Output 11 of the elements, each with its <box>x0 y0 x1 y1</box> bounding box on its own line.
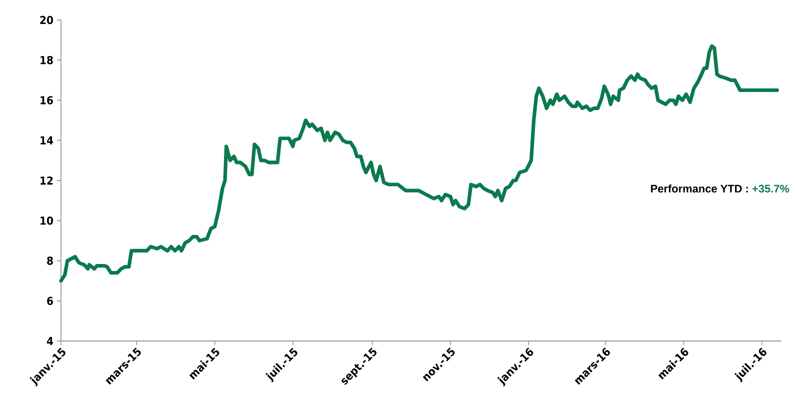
y-tick-label: 20 <box>40 16 53 24</box>
y-tick-label: 12 <box>40 176 53 185</box>
y-tick-label: 8 <box>47 256 53 265</box>
y-tick-label: 4 <box>46 337 54 345</box>
y-tick-label: 6 <box>47 296 53 306</box>
y-tick-label: 16 <box>40 96 53 104</box>
y-tick-label: 10 <box>40 216 53 225</box>
annotation: Performance YTD : <box>651 184 748 193</box>
annotation: +35.7% <box>752 184 790 193</box>
y-tick-label: 18 <box>40 56 53 64</box>
y-tick-label: 14 <box>40 136 54 144</box>
